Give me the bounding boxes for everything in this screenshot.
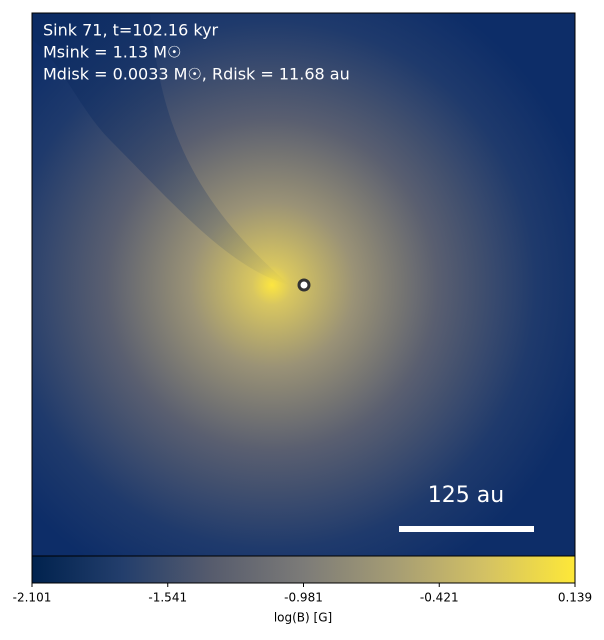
sink-marker (297, 278, 311, 292)
scale-bar (399, 526, 534, 532)
colorbar-tick-label: -1.541 (148, 591, 187, 605)
colorbar (31, 555, 576, 584)
annotation: Sink 71, t=102.16 kyr (43, 21, 219, 40)
field-streak (32, 13, 290, 285)
colorbar-tick-label: -0.421 (420, 591, 459, 605)
annotation: Msink = 1.13 M☉ (43, 43, 181, 62)
annotation: Mdisk = 0.0033 M☉, Rdisk = 11.68 au (43, 65, 350, 84)
scale-bar-label: 125 au (428, 483, 504, 508)
colorbar-tick-label: -2.101 (13, 591, 52, 605)
colorbar-label: log(B) [G] (274, 611, 332, 625)
colorbar-tick-label: 0.139 (558, 591, 592, 605)
colorbar-tick-label: -0.981 (284, 591, 323, 605)
